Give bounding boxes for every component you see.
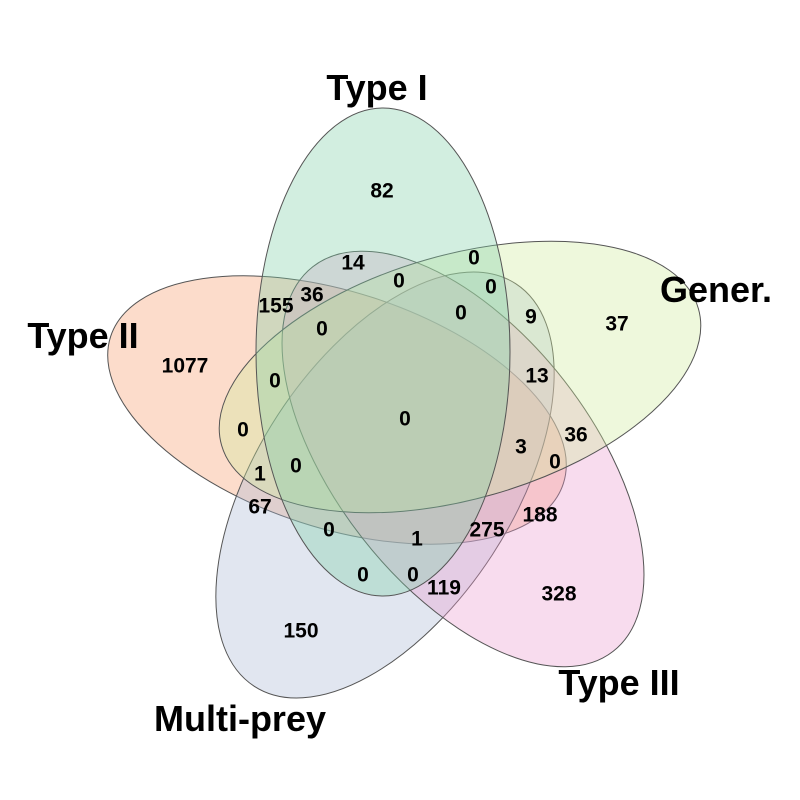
region-count: 14 — [341, 252, 365, 275]
ellipse-type2 — [107, 275, 567, 545]
region-count: 0 — [357, 564, 369, 587]
region-count: 0 — [407, 564, 419, 587]
region-count: 82 — [370, 180, 393, 203]
region-count: 0 — [269, 370, 281, 393]
region-count: 0 — [485, 276, 497, 299]
region-count: 0 — [323, 519, 335, 542]
region-count: 0 — [399, 408, 411, 431]
region-count: 1 — [254, 463, 266, 486]
ellipse-type3 — [281, 250, 645, 668]
region-count: 0 — [393, 270, 405, 293]
region-count: 0 — [549, 451, 561, 474]
region-count: 1 — [411, 528, 423, 551]
region-count: 36 — [300, 284, 323, 307]
region-count: 188 — [522, 504, 557, 527]
region-count: 0 — [316, 318, 328, 341]
region-counts: 82 37 328 150 1077 14 0 0 0 0 9 155 36 0… — [162, 180, 629, 643]
region-count: 13 — [525, 365, 548, 388]
region-count: 9 — [525, 306, 537, 329]
set-label-type1: Type I — [326, 67, 427, 108]
region-count: 155 — [258, 295, 293, 318]
set-label-gener: Gener. — [660, 269, 772, 310]
region-count: 0 — [455, 302, 467, 325]
set-label-multiprey: Multi-prey — [154, 698, 326, 739]
ellipse-type1 — [255, 107, 511, 597]
region-count: 0 — [468, 247, 480, 270]
region-count: 328 — [541, 583, 576, 606]
region-count: 0 — [290, 455, 302, 478]
set-label-type3: Type III — [558, 662, 679, 703]
region-count: 0 — [237, 419, 249, 442]
region-count: 275 — [469, 519, 504, 542]
ellipse-multiprey — [215, 271, 555, 699]
region-count: 37 — [605, 313, 628, 336]
region-count: 150 — [283, 620, 318, 643]
ellipse-gener — [218, 240, 702, 514]
region-count: 3 — [515, 436, 527, 459]
region-count: 119 — [427, 577, 461, 600]
region-count: 36 — [564, 424, 587, 447]
set-label-type2: Type II — [27, 315, 138, 356]
region-count: 67 — [248, 496, 271, 519]
region-count: 1077 — [162, 355, 209, 378]
